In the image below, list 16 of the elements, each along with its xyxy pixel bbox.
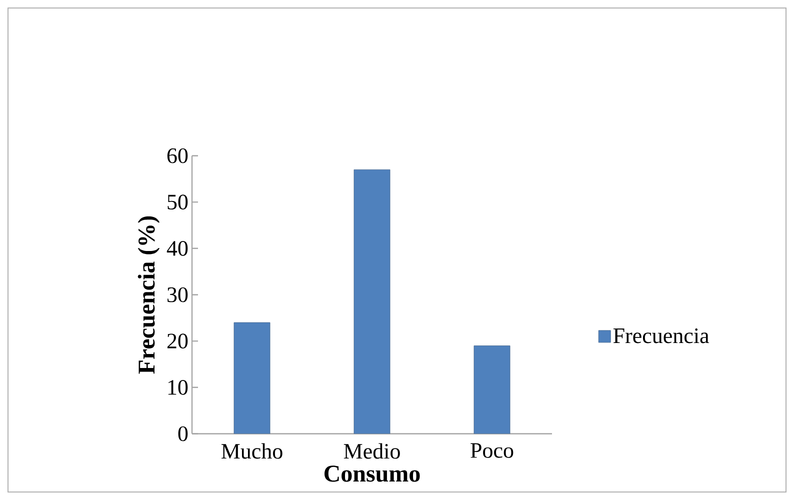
x-tick-label: Medio <box>344 443 400 459</box>
x-axis-title: Consumo <box>324 466 420 482</box>
y-tick-label: 50 <box>168 194 188 210</box>
y-tick-label: 10 <box>168 380 188 395</box>
bar <box>354 169 390 434</box>
y-tick-label: 0 <box>178 426 188 442</box>
bar <box>474 346 510 434</box>
bar <box>234 322 270 434</box>
x-tick-label: Mucho <box>221 443 282 459</box>
x-tick-label: Poco <box>470 443 514 458</box>
y-tick-label: 20 <box>167 334 188 349</box>
legend-label: Frecuencia <box>613 328 710 344</box>
y-axis-title: Frecuencia (%) <box>138 216 160 374</box>
y-tick-label: 60 <box>167 148 188 164</box>
y-tick-label: 40 <box>166 240 188 256</box>
y-tick-label: 30 <box>168 287 188 302</box>
